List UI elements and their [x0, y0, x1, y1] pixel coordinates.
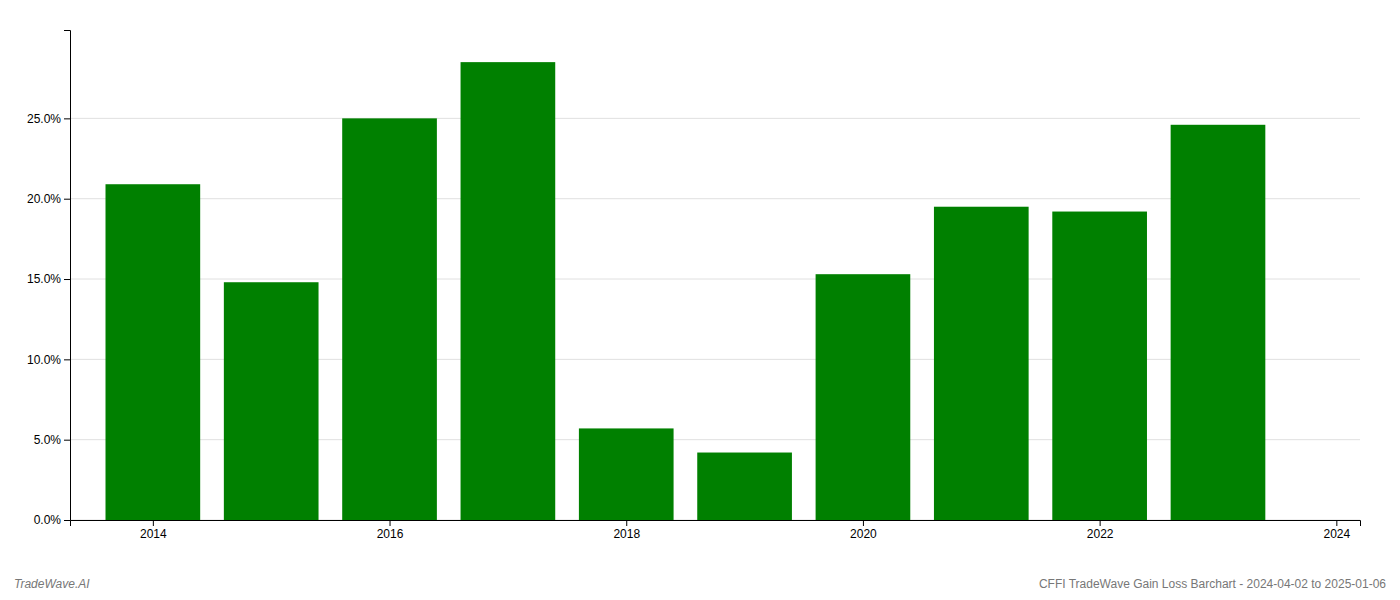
x-axis: 2014 2016 2018 2020 2022 2024 — [71, 520, 1361, 541]
y-tick: 5.0% — [34, 433, 70, 447]
bars — [106, 62, 1266, 520]
y-tick: 20.0% — [27, 192, 70, 206]
x-tick-mark — [1336, 520, 1337, 526]
y-tick-mark — [64, 520, 70, 521]
x-tick-mark — [153, 520, 154, 526]
bar — [342, 118, 437, 520]
chart-svg: 0.0% 5.0% 10.0% 15.0% 20.0% 25.0% 2014 2016 2018… — [0, 0, 1400, 600]
y-tick-label: 20.0% — [27, 192, 61, 206]
y-tick-mark — [64, 118, 70, 119]
x-tick: 2020 — [850, 520, 877, 541]
grid-line — [70, 118, 1360, 119]
y-tick-label: 10.0% — [27, 353, 61, 367]
x-tick: 2024 — [1323, 520, 1350, 541]
y-tick-label: 5.0% — [34, 433, 62, 447]
y-tick: 15.0% — [27, 272, 70, 286]
plot-area: 0.0% 5.0% 10.0% 15.0% 20.0% 25.0% 2014 2016 2018… — [27, 31, 1361, 541]
y-tick: 0.0% — [34, 513, 70, 527]
bar — [224, 282, 319, 520]
bar — [461, 62, 556, 520]
grid — [70, 118, 1360, 520]
y-tick: 10.0% — [27, 353, 70, 367]
y-axis-line — [64, 31, 71, 521]
y-tick-label: 15.0% — [27, 272, 61, 286]
y-tick-mark — [64, 359, 70, 360]
x-tick-mark — [626, 520, 627, 526]
y-tick-mark — [64, 279, 70, 280]
y-tick-label: 0.0% — [34, 513, 62, 527]
bar — [1052, 212, 1147, 520]
x-tick-mark — [863, 520, 864, 526]
x-tick-label: 2024 — [1323, 527, 1350, 541]
annotation: CFFI TradeWave Gain Loss Barchart - 2024… — [1039, 577, 1386, 591]
x-tick: 2018 — [613, 520, 640, 541]
bar — [934, 207, 1029, 520]
grid-line — [70, 198, 1360, 199]
bar — [816, 274, 911, 520]
y-tick: 25.0% — [27, 112, 70, 126]
bar — [1171, 125, 1266, 520]
x-tick: 2014 — [140, 520, 167, 541]
x-tick-label: 2018 — [613, 527, 640, 541]
annotation: TradeWave.AI — [14, 577, 90, 591]
x-tick-label: 2016 — [377, 527, 404, 541]
x-tick-label: 2014 — [140, 527, 167, 541]
x-tick-label: 2022 — [1087, 527, 1114, 541]
y-tick-mark — [64, 440, 70, 441]
bar — [106, 184, 201, 520]
bar — [697, 453, 792, 520]
x-tick: 2016 — [377, 520, 404, 541]
y-tick-label: 25.0% — [27, 112, 61, 126]
bar — [579, 428, 674, 520]
x-tick-label: 2020 — [850, 527, 877, 541]
x-tick-mark — [390, 520, 391, 526]
grid-line — [70, 279, 1360, 280]
y-tick-mark — [64, 199, 70, 200]
x-tick-mark — [1100, 520, 1101, 526]
x-axis-line — [71, 521, 1361, 527]
y-axis: 0.0% 5.0% 10.0% 15.0% 20.0% 25.0% — [27, 31, 71, 528]
x-tick: 2022 — [1087, 520, 1114, 541]
